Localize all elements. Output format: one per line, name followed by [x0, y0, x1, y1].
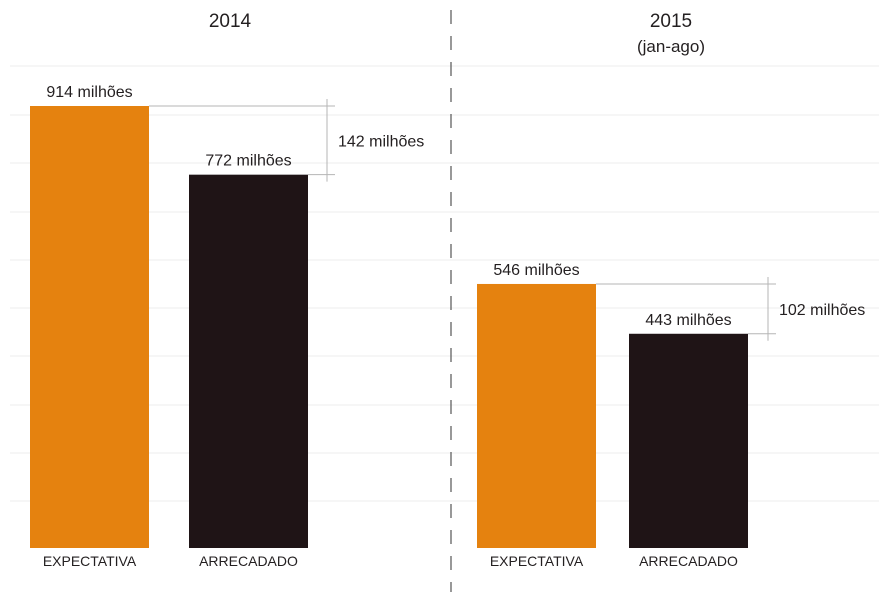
bar-expectativa-2014 — [30, 106, 149, 548]
category-label: EXPECTATIVA — [43, 553, 137, 569]
category-label: ARRECADADO — [199, 553, 298, 569]
chart-marks: 914 milhões EXPECTATIVA 772 milhões ARRECAD… — [30, 84, 865, 569]
bar-arrecadado-2014 — [189, 174, 308, 548]
data-label: 546 milhões — [493, 262, 579, 279]
difference-label: 142 milhões — [338, 133, 424, 150]
difference-bracket — [149, 99, 335, 182]
panel-2015-subtitle: (jan-ago) — [637, 37, 705, 56]
bar-arrecadado-2015 — [629, 333, 748, 548]
difference-bracket — [596, 276, 776, 341]
data-label: 914 milhões — [46, 84, 132, 101]
category-label: ARRECADADO — [639, 553, 738, 569]
panel-2015-title: 2015 — [650, 11, 692, 32]
category-label: EXPECTATIVA — [490, 553, 584, 569]
panel-2014-title: 2014 — [209, 11, 252, 32]
data-label: 443 milhões — [645, 312, 731, 329]
data-label: 772 milhões — [205, 153, 291, 170]
bar-expectativa-2015 — [477, 283, 596, 548]
difference-label: 102 milhões — [779, 302, 865, 319]
